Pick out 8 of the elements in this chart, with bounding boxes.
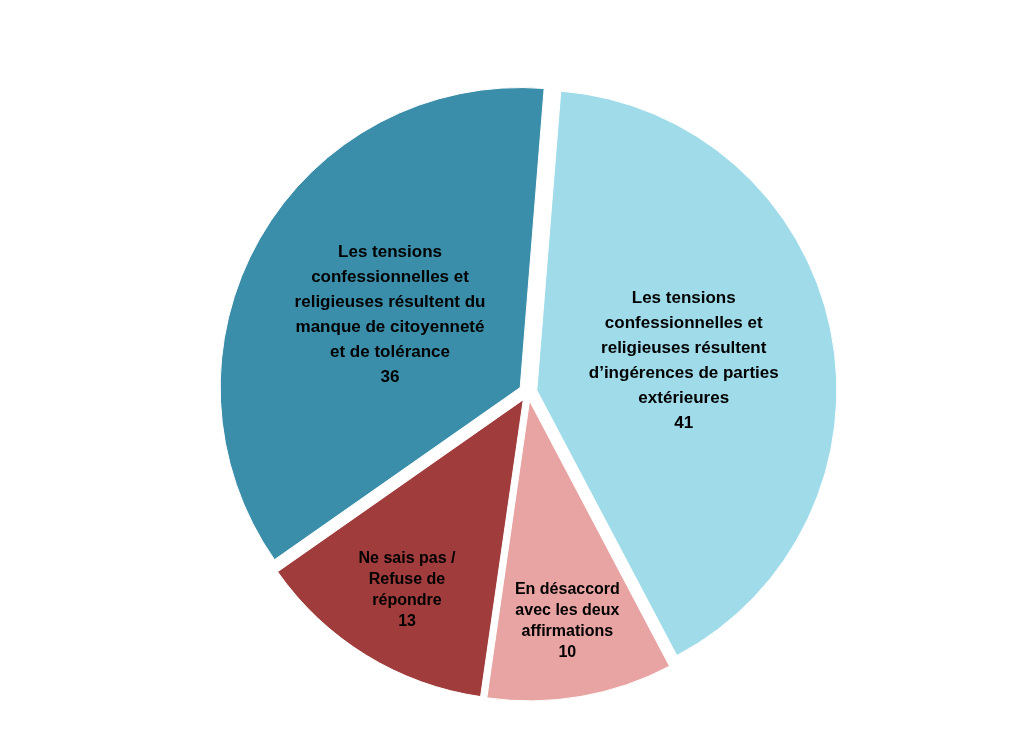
data-label: 13 xyxy=(398,612,417,630)
data-label: 41 xyxy=(674,413,694,433)
slice-label: En désaccord avec les deux affirmations xyxy=(514,580,620,640)
slice-label: Ne sais pas / Refuse de répondre xyxy=(358,549,457,609)
data-label: 10 xyxy=(558,643,577,661)
slice-label: Les tensions confessionnelles et religieuses résultent du manque de citoyenneté et de tolérance xyxy=(294,241,486,361)
data-label: 36 xyxy=(380,366,400,386)
slice-label: Les tensions confessionnelles et religieuses résultent d’ingérences de parties extérieures xyxy=(588,288,779,408)
